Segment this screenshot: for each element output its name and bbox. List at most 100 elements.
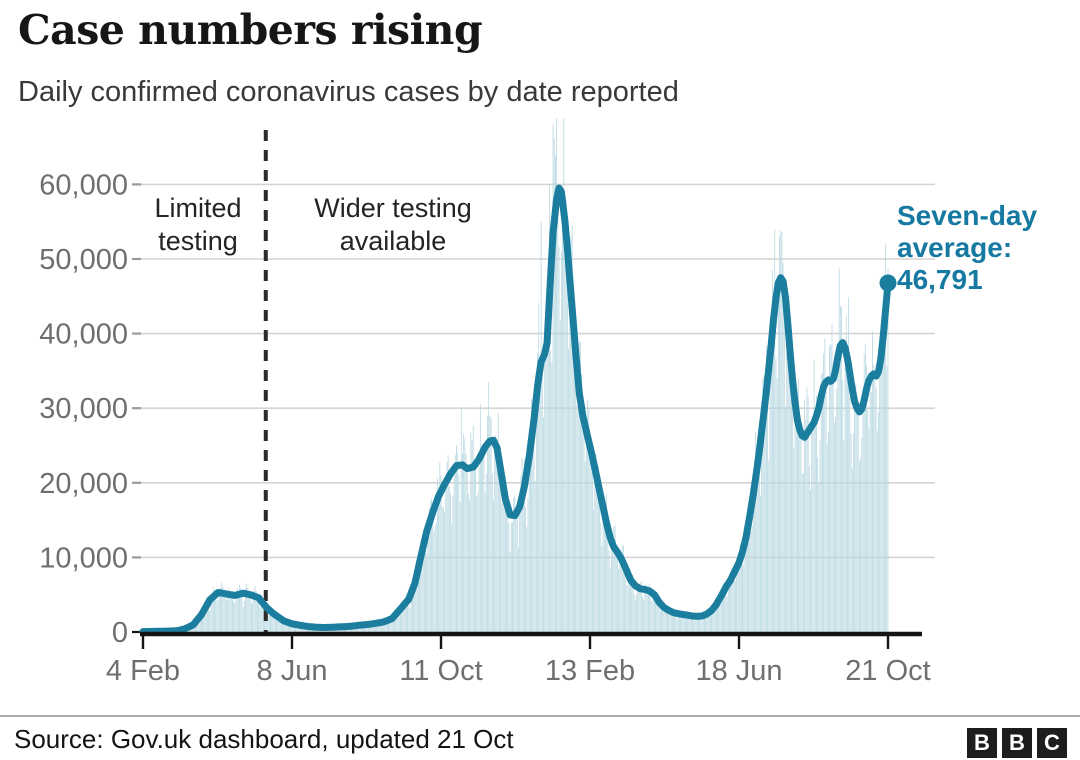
daily-bar (392, 619, 394, 632)
daily-bar (717, 608, 718, 632)
daily-bar (873, 364, 875, 632)
daily-bar (398, 611, 400, 632)
daily-bar (503, 492, 505, 632)
daily-bar (516, 509, 518, 632)
daily-bar (761, 442, 763, 632)
daily-bar (686, 614, 687, 632)
daily-bar (541, 367, 543, 632)
daily-bar (552, 124, 554, 632)
daily-bar (839, 305, 841, 632)
daily-bar (748, 524, 749, 632)
daily-bar (620, 557, 622, 632)
seven-day-average-line (139, 184, 892, 636)
daily-bar (806, 387, 808, 632)
daily-bar (824, 338, 826, 632)
daily-bar (570, 236, 572, 632)
daily-bar (826, 443, 828, 632)
daily-bar (283, 622, 285, 632)
daily-bar (365, 624, 367, 632)
daily-bar (662, 603, 664, 632)
daily-bar (779, 236, 780, 633)
daily-bar (460, 408, 462, 632)
daily-bar (743, 564, 745, 632)
daily-bar (233, 601, 234, 632)
annotation-limited-testing: Limited testing (133, 192, 263, 258)
daily-bar (246, 583, 248, 632)
daily-bar (596, 464, 598, 632)
daily-bar (652, 598, 654, 632)
daily-bar (396, 612, 398, 632)
daily-bar (663, 602, 665, 632)
daily-bar (212, 587, 214, 632)
daily-bar (864, 343, 866, 632)
daily-bar (607, 529, 609, 632)
daily-bar (583, 419, 585, 632)
daily-bar (740, 555, 742, 632)
daily-bar (634, 599, 636, 632)
daily-bar (643, 599, 645, 632)
daily-bar (457, 452, 459, 632)
daily-bar (580, 342, 581, 632)
daily-bar (868, 428, 870, 632)
daily-bar (284, 624, 286, 632)
daily-bar (683, 615, 685, 632)
daily-bar (754, 461, 755, 632)
daily-bar (428, 508, 430, 632)
daily-bar (484, 492, 486, 632)
daily-bar (681, 614, 683, 632)
daily-bar (559, 320, 561, 632)
daily-bar (406, 594, 407, 632)
daily-bar (555, 155, 556, 633)
daily-bar (416, 575, 418, 632)
daily-bar (215, 590, 217, 632)
daily-bar (247, 587, 249, 632)
daily-bar (290, 623, 292, 632)
daily-bar (626, 585, 628, 632)
daily-bar (661, 605, 662, 632)
daily-bar (721, 584, 723, 632)
end-point-dot (879, 274, 897, 292)
daily-bar (782, 262, 784, 632)
daily-bar (798, 377, 799, 632)
daily-bar (390, 616, 392, 632)
daily-bar (228, 587, 230, 632)
daily-bar (587, 399, 589, 632)
annotation-line: Wider testing (314, 193, 472, 223)
daily-bar (205, 604, 207, 632)
daily-bar (887, 268, 889, 632)
daily-bar (689, 614, 691, 632)
daily-bar (617, 554, 618, 632)
daily-bar (690, 614, 692, 632)
daily-bar (845, 315, 847, 632)
daily-bar (201, 618, 202, 632)
daily-bar (279, 616, 281, 632)
page-title: Case numbers rising (18, 6, 483, 54)
daily-bar (301, 627, 302, 632)
daily-bar (518, 548, 519, 632)
daily-bar (882, 303, 884, 632)
daily-bar (204, 608, 206, 632)
daily-bar (477, 492, 479, 632)
daily-bar (278, 617, 280, 632)
daily-bar (808, 466, 810, 632)
daily-bar (282, 619, 283, 632)
daily-bar (601, 545, 603, 632)
daily-bar (795, 390, 797, 632)
daily-bar (395, 615, 397, 632)
cases-chart: 0 10,000 20,000 30,000 40,000 50,000 60,000 4 F… (39, 118, 935, 687)
daily-bar (591, 470, 593, 632)
daily-bar (628, 568, 630, 632)
daily-bar (458, 474, 460, 632)
daily-bar (569, 309, 571, 632)
daily-bar (376, 625, 378, 632)
daily-bar (711, 614, 712, 632)
daily-bar (848, 297, 850, 632)
daily-bar (866, 365, 867, 632)
daily-bar (723, 582, 724, 632)
daily-bar (232, 591, 233, 632)
daily-bar (637, 587, 639, 632)
daily-bar (538, 302, 540, 632)
daily-bar (701, 621, 703, 632)
daily-bar (214, 590, 215, 632)
daily-bar (382, 621, 383, 632)
